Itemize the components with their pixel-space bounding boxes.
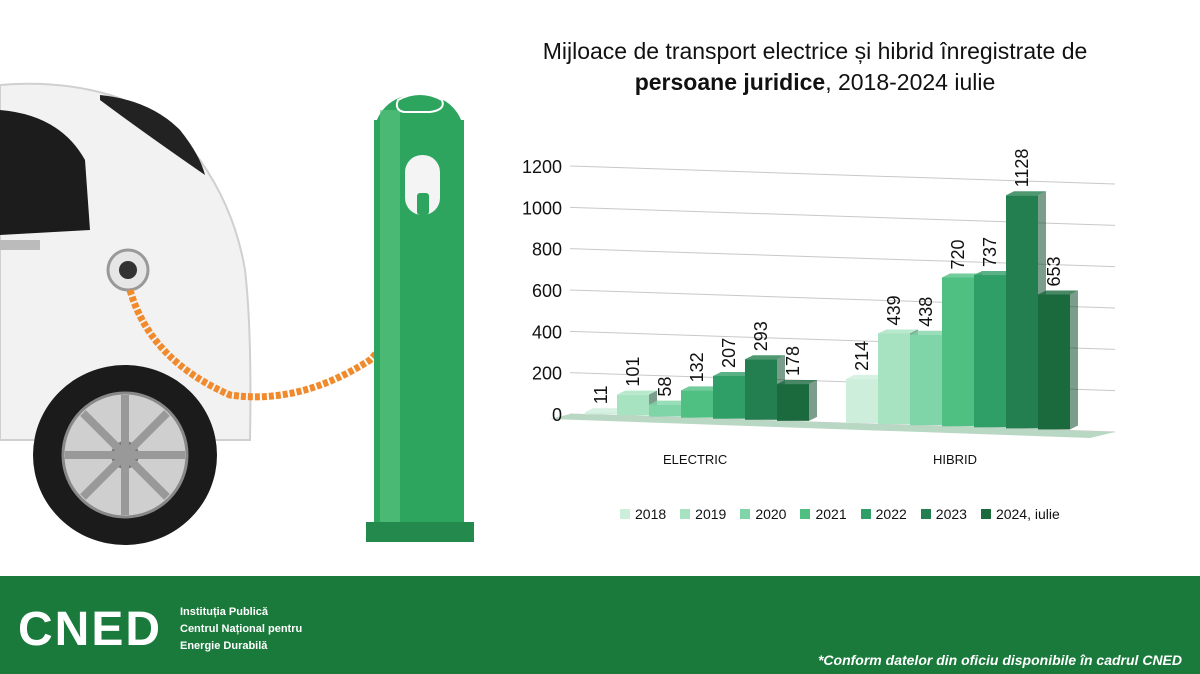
data-label: 438 [916,297,936,327]
bar-top-face [585,408,625,413]
y-tick-label: 1200 [522,157,562,177]
legend-label: 2019 [695,506,727,522]
bar-hibrid-2018 [846,378,878,424]
chart-y-ticks: 0 200 400 600 800 1000 1200 [522,157,562,425]
legend-item: 2023 [920,506,967,522]
legend-item: 2020 [740,506,786,522]
data-label: 101 [623,357,643,387]
y-tick-label: 200 [532,364,562,384]
legend-item: 2021 [800,506,847,522]
cned-logo: CNED [18,603,163,656]
data-label: 653 [1044,256,1064,286]
data-label: 132 [687,352,707,382]
legend-label: 2018 [635,506,667,522]
bar-hibrid-2020 [910,334,942,426]
bar-electric-2020 [649,404,681,417]
chart-title: Mijloace de transport electrice și hibri… [480,36,1150,98]
bar-hibrid-2019 [878,333,910,425]
bar-top-face [649,400,689,405]
bar-electric-2018 [585,412,617,415]
org-line-2: Centrul Național pentru [180,623,303,635]
bar-top-face [1038,290,1078,295]
bar-top-face [617,390,657,395]
data-label: 11 [591,386,611,405]
data-label: 737 [980,237,1000,267]
legend-item: 2019 [680,506,726,522]
bar-top-face [1006,191,1046,196]
bar-top-face [681,386,721,391]
footnote: *Conform datelor din oficiu disponibile … [817,652,1182,668]
bar-top-face [910,330,950,335]
chart-legend: 2018 2019 2020 2021 2022 2023 2024, iulie [620,506,1060,522]
legend-label: 2022 [875,506,907,522]
y-tick-label: 600 [532,281,562,301]
bar-top-face [745,355,785,360]
y-tick-label: 0 [552,405,562,425]
title-rest: , 2018-2024 iulie [825,69,996,95]
chart-data-labels: 11 101 58 132 207 293 178 214 439 438 720 737 1128 65… [591,149,1064,405]
legend-swatch [920,509,931,519]
legend-item: 2018 [620,506,666,522]
chart-bars [585,191,1078,430]
bar-electric-2022 [713,375,745,419]
bar-hibrid-2021 [942,277,974,427]
chart: 0 200 400 600 800 1000 1200 11 101 58 132 207 293 17… [522,149,1116,438]
title-line-1: Mijloace de transport electrice și hibri… [542,38,1088,64]
bar-hibrid-2022 [974,275,1006,428]
footer-bar [0,576,1200,674]
bar-hibrid-2023 [1006,195,1038,429]
org-line-3: Energie Durabilă [180,640,268,652]
legend-label: 2020 [755,506,787,522]
legend-item: 2024, iulie [980,506,1060,522]
bar-top-face [777,380,817,385]
bar-electric-2023 [745,359,777,420]
legend-swatch [860,509,871,519]
org-line-1: Instituția Publică [180,606,269,618]
data-label: 207 [719,338,739,368]
charging-station-illustration [366,93,474,542]
data-label: 293 [751,321,771,351]
bar-top-face [846,374,886,379]
bar-electric-2021 [681,390,713,418]
bar-side-face [1070,290,1078,430]
bar-top-face [942,273,982,278]
data-label: 720 [948,239,968,269]
bar-top-face [713,371,753,376]
bar-electric-2019 [617,394,649,416]
chart-floor [550,414,1115,438]
legend-swatch [980,509,991,519]
bar-electric-2024iulie [777,384,809,421]
legend-item: 2022 [860,506,907,522]
legend-label: 2021 [815,506,847,522]
org-name: Instituția Publică Centrul Național pent… [180,604,302,655]
data-label: 1128 [1012,149,1032,188]
gridline [569,165,1116,185]
y-tick-label: 1000 [522,198,562,218]
category-label-electric: ELECTRIC [663,452,728,467]
data-label: 439 [884,295,904,325]
category-label-hibrid: HIBRID [933,452,978,467]
car-illustration [0,82,252,545]
bar-top-face [974,271,1014,276]
legend-swatch [800,509,811,519]
legend-label: 2023 [935,506,967,522]
data-label: 58 [655,377,675,397]
data-label: 178 [783,346,803,376]
bar-side-face [809,380,817,421]
bar-top-face [878,329,918,334]
data-label: 214 [852,341,872,371]
y-tick-label: 800 [532,240,562,260]
legend-label: 2024, iulie [995,506,1060,522]
legend-swatch [620,509,630,519]
bar-hibrid-2024iulie [1038,294,1070,430]
legend-swatch [740,509,751,519]
y-tick-label: 400 [532,322,562,342]
legend-swatch [680,509,691,519]
title-bold-part: persoane juridice [634,69,826,95]
